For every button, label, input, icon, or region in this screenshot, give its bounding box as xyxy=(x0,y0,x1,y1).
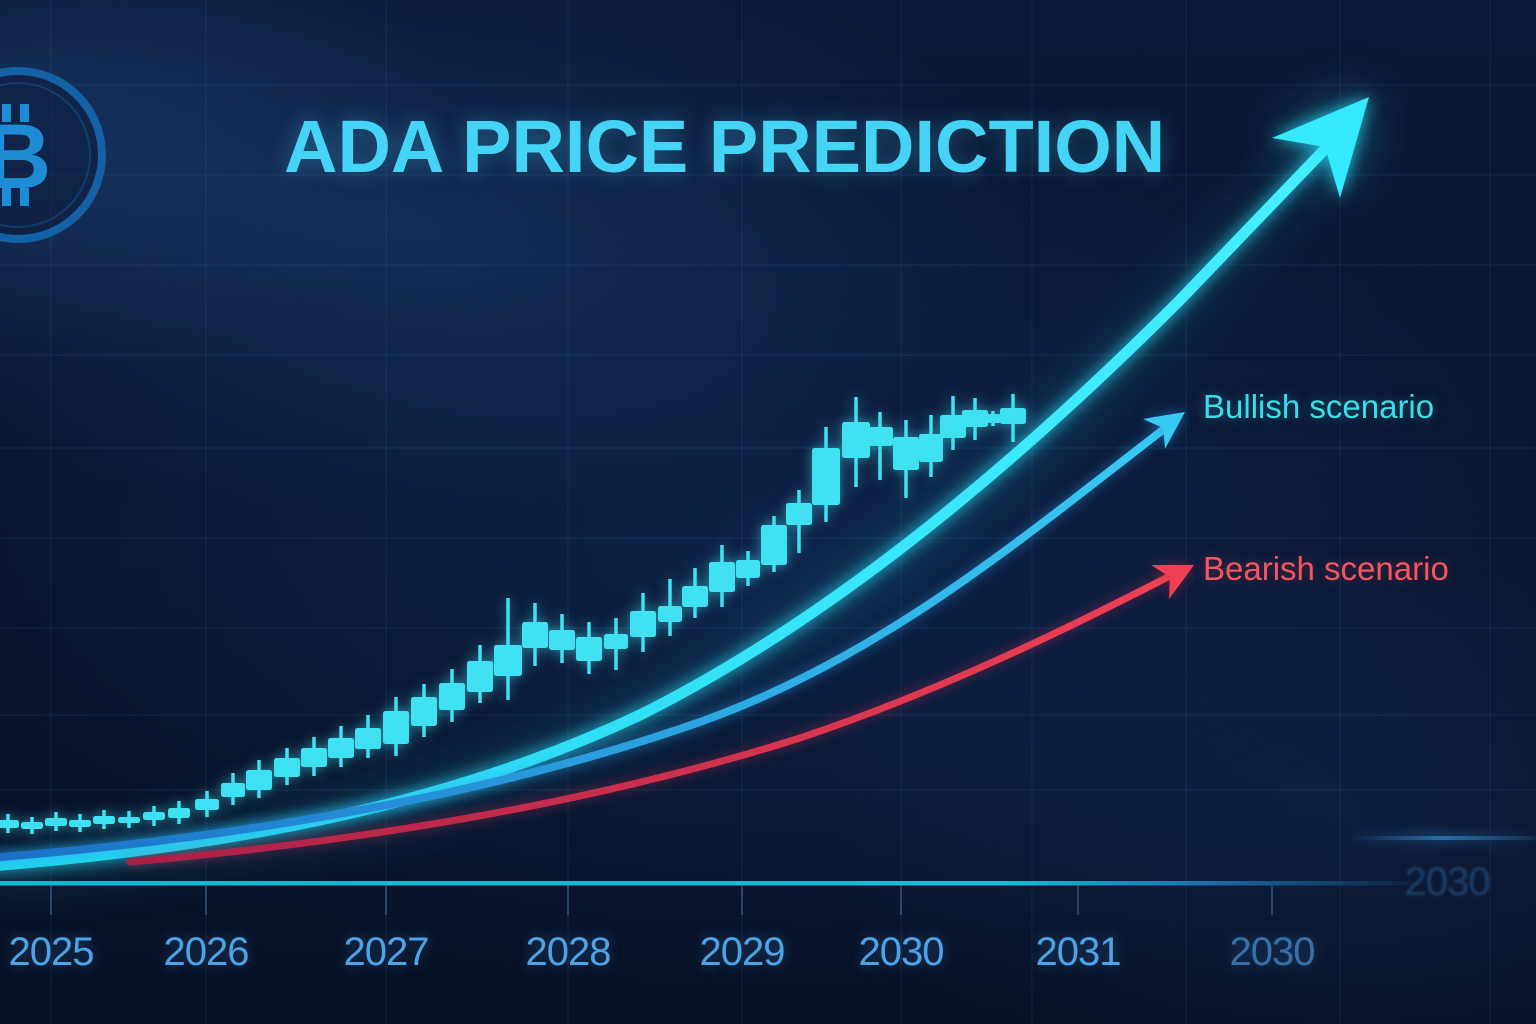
crypto-coin-icon: B xyxy=(0,67,106,243)
candle-body xyxy=(576,637,602,661)
candle-body xyxy=(962,410,988,427)
coin-symbol-tick xyxy=(20,104,29,122)
candle-body xyxy=(45,818,67,826)
candle-body xyxy=(246,770,272,790)
candle-body xyxy=(985,414,1001,423)
candle-body xyxy=(736,560,760,578)
trend-arrowhead-bearish-scenario xyxy=(1151,565,1194,599)
candle-body xyxy=(274,758,300,777)
x-axis-label: 2030 xyxy=(1229,930,1316,974)
x-axis-label: 2031 xyxy=(1035,930,1122,974)
candle-body xyxy=(143,812,165,820)
candle-body xyxy=(383,711,409,744)
candle-body xyxy=(195,799,219,810)
coin-symbol-tick xyxy=(2,188,11,206)
axis-ticks xyxy=(50,886,1273,915)
candle-body xyxy=(328,738,354,758)
x-axis-label: 2028 xyxy=(525,930,612,974)
x-axis-label: 2025 xyxy=(8,930,95,974)
candle-body xyxy=(786,503,812,525)
candle-body xyxy=(893,437,919,470)
coin-symbol-tick xyxy=(2,104,11,122)
x-axis-label: 2029 xyxy=(699,930,786,974)
candle-body xyxy=(761,525,787,565)
candle-body xyxy=(682,586,708,607)
candle-body xyxy=(494,645,522,676)
x-axis-label: 2026 xyxy=(163,930,250,974)
x-axis-line xyxy=(0,881,1432,886)
candle-body xyxy=(355,728,381,749)
candle-body xyxy=(522,622,548,648)
candle-body xyxy=(630,611,656,637)
candle-body xyxy=(709,562,735,592)
candle-body xyxy=(467,661,493,692)
glow-streak xyxy=(1352,836,1536,840)
candle-body xyxy=(940,415,966,438)
candle-body xyxy=(69,820,91,827)
candle-body xyxy=(549,630,575,650)
bearish-scenario-label: Bearish scenario xyxy=(1203,550,1449,587)
page-title: ADA PRICE PREDICTION xyxy=(284,105,1166,188)
coin-symbol-tick xyxy=(20,188,29,206)
trend-line-main-price-trend xyxy=(0,142,1332,871)
candle-body xyxy=(0,820,19,828)
candlestick-series xyxy=(0,394,1026,834)
bullish-scenario-label: Bullish scenario xyxy=(1203,388,1435,425)
trend-curves xyxy=(0,97,1369,871)
candle-body xyxy=(867,427,893,446)
ghost-x-axis-label: 2030 xyxy=(1404,860,1491,904)
candle-body xyxy=(842,422,870,458)
candle-body xyxy=(221,783,245,797)
trend-arrowhead-bullish-scenario xyxy=(1143,412,1185,449)
candle-body xyxy=(1000,408,1026,424)
coin-inner-ring xyxy=(0,82,91,228)
trend-line-bearish-scenario xyxy=(126,573,1172,866)
candle-body xyxy=(658,606,682,622)
candle-body xyxy=(301,748,327,767)
candle-body xyxy=(168,808,190,818)
candle-body xyxy=(21,822,43,829)
candle-body xyxy=(812,448,840,505)
x-axis-label: 2030 xyxy=(858,930,945,974)
trend-arrowhead-main-price-trend xyxy=(1272,97,1369,198)
candle-body xyxy=(411,697,437,726)
candle-body xyxy=(439,683,465,710)
candle-body xyxy=(604,634,628,649)
candle-body xyxy=(93,816,115,824)
candle-body xyxy=(919,434,943,462)
coin-symbol: B xyxy=(0,106,51,208)
x-axis-label: 2027 xyxy=(343,930,430,974)
candle-body xyxy=(118,817,140,823)
trend-line-bullish-scenario xyxy=(0,425,1168,862)
